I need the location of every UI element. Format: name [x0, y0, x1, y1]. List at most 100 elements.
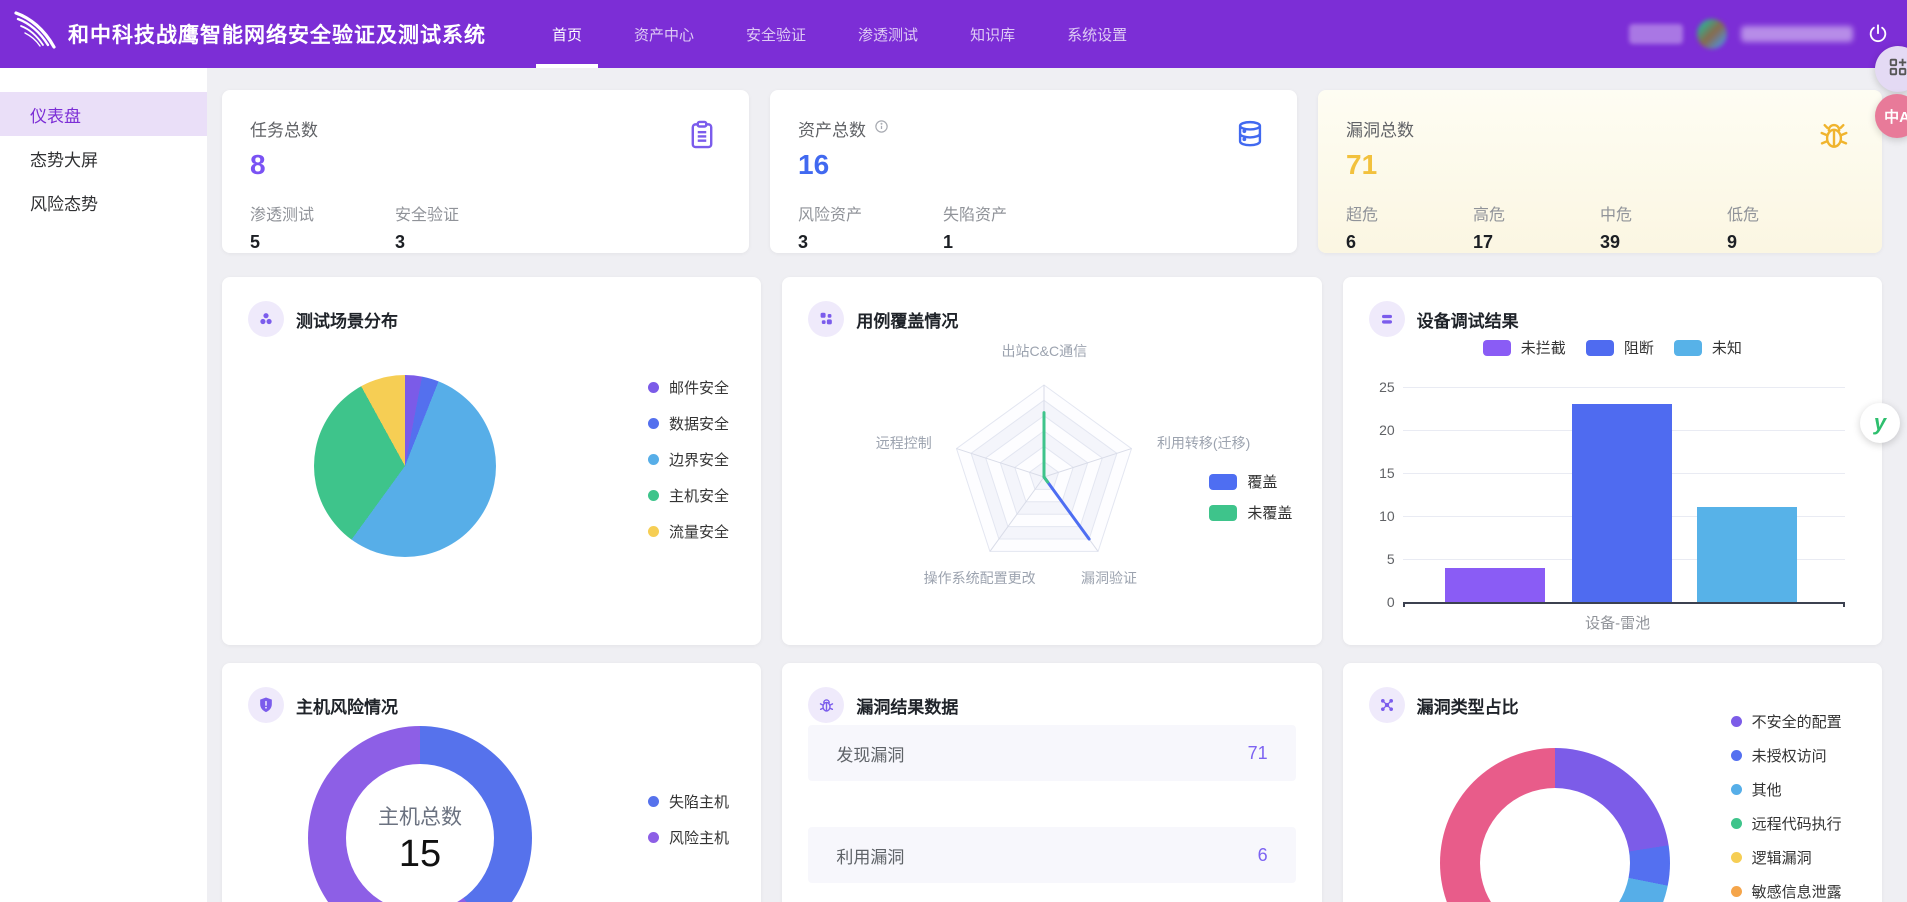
translate-button[interactable]: 中A [1875, 94, 1907, 138]
sidebar-item-risk-posture[interactable]: 风险态势 [30, 194, 98, 214]
username-redacted [1741, 26, 1853, 42]
clipboard-icon [685, 118, 719, 157]
legend-swatch [1482, 339, 1511, 356]
app-title: 和中科技战鹰智能网络安全验证及测试系统 [68, 24, 486, 47]
legend-label: 未拦截 [1520, 340, 1566, 357]
bar-segment[interactable] [1571, 404, 1672, 602]
device-bar-legend: 未拦截 阻断 未知 [1343, 337, 1882, 373]
legend-swatch [648, 796, 659, 807]
nav-item-pentest[interactable]: 渗透测试 [858, 26, 919, 44]
legend-item[interactable]: 敏感信息泄露 [1730, 881, 1842, 902]
radar-axis-label: 出站C&C通信 [1001, 343, 1088, 359]
stat-card-tasks: 任务总数 8 渗透测试 5 安全验证 3 [222, 90, 749, 253]
widgets-add-button[interactable] [1875, 46, 1907, 92]
card-title-text: 漏洞结果数据 [856, 697, 959, 717]
avatar[interactable] [1697, 19, 1727, 49]
nav-item-knowledge[interactable]: 知识库 [970, 26, 1016, 44]
stat-card-vulns: 漏洞总数 71 超危 6 高危 17 中危 39 低危 9 [1318, 90, 1882, 253]
y-axis-tick: 15 [1379, 465, 1395, 481]
legend-item[interactable]: 远程代码执行 [1730, 813, 1842, 834]
sub-label: 失陷资产 [943, 207, 1008, 224]
sub-label: 风险资产 [798, 207, 863, 224]
sub-label: 超危 [1346, 207, 1379, 224]
sub-value: 5 [250, 232, 261, 252]
x-axis-label: 设备-雷池 [1585, 615, 1651, 632]
legend-item[interactable]: 未覆盖 [1209, 502, 1292, 523]
coverage-radar-chart[interactable]: 出站C&C通信 利用转移(迁移) 漏洞验证 操作系统配置更改 远程控制 [844, 307, 1251, 637]
coverage-legend: 覆盖未覆盖 [1209, 471, 1292, 533]
vuln-type-donut-chart[interactable] [1439, 748, 1670, 902]
stats-row: 任务总数 8 渗透测试 5 安全验证 3 资产总数 [222, 90, 1882, 253]
card-title-text: 设备调试结果 [1416, 311, 1519, 331]
legend-item[interactable]: 边界安全 [648, 449, 729, 470]
sub-value: 3 [798, 232, 809, 252]
legend-item[interactable]: 邮件安全 [648, 377, 729, 398]
legend-item[interactable]: 阻断 [1585, 337, 1654, 358]
legend-label: 未知 [1711, 340, 1742, 357]
legend-item[interactable]: 其他 [1730, 779, 1842, 800]
sidebar: 仪表盘 态势大屏 风险态势 [0, 68, 207, 902]
card-device-debug: 设备调试结果 未拦截 阻断 未知 0 5 10 15 20 25 设备-雷池 [1342, 277, 1882, 645]
legend-item[interactable]: 覆盖 [1209, 471, 1292, 492]
host-legend: 失陷主机 风险主机 [648, 791, 729, 863]
x-cluster-icon [1368, 687, 1405, 723]
legend-label: 未覆盖 [1247, 505, 1293, 522]
legend-item[interactable]: 主机安全 [648, 485, 729, 506]
nav-item-assets[interactable]: 资产中心 [634, 26, 695, 44]
x-axis-line [1402, 602, 1845, 604]
power-icon[interactable] [1867, 23, 1889, 45]
host-donut-chart[interactable]: 主机总数 15 [308, 726, 532, 902]
card-vuln-result: 漏洞结果数据 发现漏洞 71 利用漏洞 6 [782, 663, 1322, 902]
legend-swatch [1730, 886, 1742, 897]
legend-swatch [648, 418, 659, 429]
header-user-area [1629, 19, 1907, 49]
sub-value: 39 [1600, 232, 1621, 252]
stat-card-assets: 资产总数 16 风险资产 3 失陷资产 1 [770, 90, 1297, 253]
sidebar-item-dashboard[interactable]: 仪表盘 [0, 92, 207, 136]
legend-item[interactable]: 流量安全 [648, 521, 729, 542]
bar-segment[interactable] [1696, 507, 1797, 602]
y-axis-tick: 25 [1379, 379, 1395, 395]
stat-label: 任务总数 [250, 121, 318, 140]
assistant-button[interactable]: y [1860, 403, 1900, 443]
legend-item[interactable]: 不安全的配置 [1730, 711, 1842, 732]
card-title-text: 用例覆盖情况 [856, 311, 959, 331]
legend-label: 数据安全 [669, 416, 730, 433]
stat-subs: 渗透测试 5 安全验证 3 [250, 201, 721, 253]
device-bar-chart[interactable]: 0 5 10 15 20 25 设备-雷池 [1343, 373, 1878, 633]
legend-label: 逻辑漏洞 [1751, 850, 1812, 867]
legend-label: 其他 [1751, 782, 1782, 799]
legend-label: 敏感信息泄露 [1751, 884, 1842, 901]
radar-axis-label: 漏洞验证 [1080, 569, 1137, 586]
card-case-coverage: 用例覆盖情况 出站C&C通信 利用转移(迁移) 漏洞验证 操作系统配置更改 远程控制 覆… [782, 277, 1322, 645]
legend-item[interactable]: 风险主机 [648, 827, 729, 848]
card-title-text: 主机风险情况 [296, 697, 398, 717]
vuln-result-row[interactable]: 利用漏洞 6 [808, 827, 1296, 883]
legend-swatch [1730, 716, 1742, 727]
legend-item[interactable]: 失陷主机 [648, 791, 729, 812]
stat-value-assets: 16 [798, 149, 830, 180]
legend-swatch [1730, 852, 1742, 863]
legend-swatch [648, 382, 659, 393]
charts-row-1: 测试场景分布 邮件安全 数据安全 边界安全 主机安全 流量安全 用例覆盖情况 出站C&C… [222, 277, 1882, 645]
info-icon[interactable] [874, 119, 889, 139]
nav-item-settings[interactable]: 系统设置 [1067, 26, 1128, 44]
y-axis-tick: 0 [1386, 594, 1395, 610]
scene-pie-chart[interactable] [314, 375, 496, 557]
bar-segment[interactable] [1445, 567, 1546, 602]
legend-item[interactable]: 逻辑漏洞 [1730, 847, 1842, 868]
legend-item[interactable]: 未拦截 [1482, 337, 1566, 358]
legend-item[interactable]: 数据安全 [648, 413, 729, 434]
legend-item[interactable]: 未授权访问 [1730, 745, 1842, 766]
sidebar-item-situation-screen[interactable]: 态势大屏 [30, 150, 98, 170]
legend-label: 阻断 [1623, 340, 1654, 357]
nav-item-home[interactable]: 首页 [526, 0, 608, 68]
shield-alert-icon [248, 687, 284, 723]
stat-label: 资产总数 [798, 121, 866, 140]
nav-item-security-verify[interactable]: 安全验证 [746, 26, 807, 44]
wing-logo-icon [14, 9, 60, 60]
legend-item[interactable]: 未知 [1673, 337, 1742, 358]
y-axis-tick: 10 [1379, 508, 1395, 524]
four-dots-icon [808, 301, 845, 337]
vuln-result-row[interactable]: 发现漏洞 71 [808, 725, 1296, 781]
